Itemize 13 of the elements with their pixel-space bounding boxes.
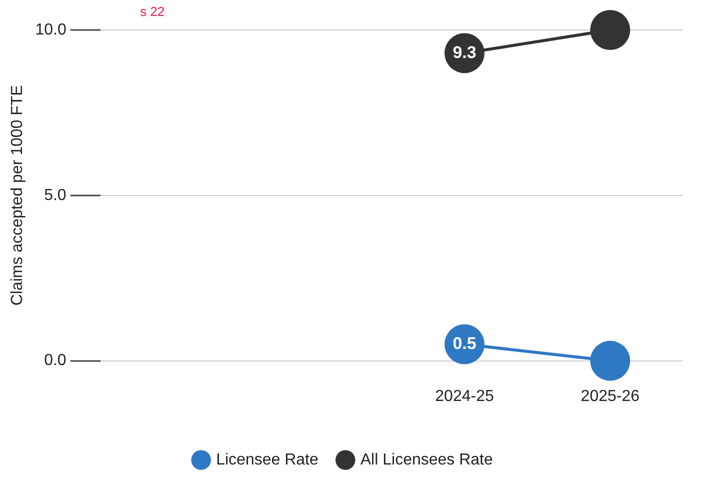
y-tick-label: 0.0 (44, 352, 66, 370)
data-label: 0.5 (452, 334, 476, 353)
y-tick-label: 10.0 (35, 21, 66, 38)
text: s 22 (140, 4, 165, 20)
legend-label: Licensee Rate (216, 451, 318, 468)
x-tick-label: 2025-26 (580, 388, 640, 405)
point (590, 10, 630, 50)
data-label: 9.3 (452, 42, 476, 62)
legend-label: All Licensees Rate (360, 451, 494, 468)
x-tick-label: 2024-25 (435, 388, 494, 405)
point (590, 340, 630, 381)
y-tick-label: 5.0 (44, 186, 66, 204)
y-axis-title: Claims accepted per 1000 FTE (9, 85, 26, 306)
